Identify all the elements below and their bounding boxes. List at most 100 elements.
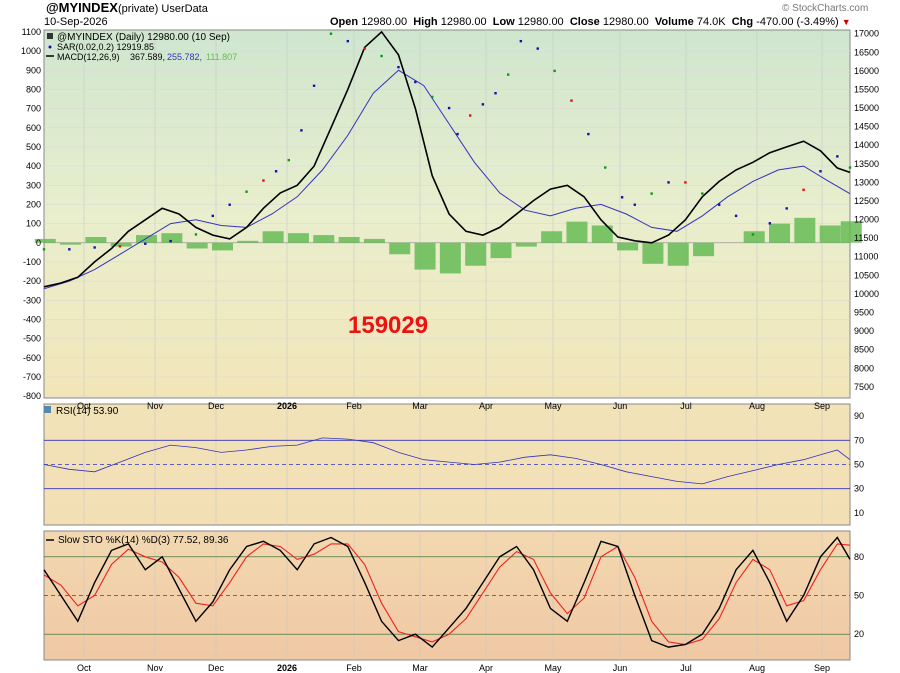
macd-histogram-bar bbox=[287, 233, 309, 243]
sar-dot bbox=[587, 132, 590, 136]
macd-histogram-bar bbox=[794, 217, 816, 243]
sar-dot bbox=[300, 129, 303, 132]
macd-histogram-bar bbox=[237, 240, 259, 243]
sar-dot bbox=[397, 65, 400, 69]
macd-histogram-bar bbox=[212, 242, 233, 251]
sar-dot bbox=[228, 203, 231, 206]
sar-dot bbox=[684, 181, 687, 184]
sar-dot bbox=[570, 99, 573, 102]
y-right-tick-label: 8000 bbox=[854, 363, 874, 373]
macd-histogram-bar bbox=[819, 225, 841, 243]
sar-dot bbox=[481, 103, 485, 106]
sar-dot bbox=[604, 166, 607, 169]
y-right-tick-label: 9500 bbox=[854, 308, 874, 318]
x-tick-label: Apr bbox=[479, 663, 493, 673]
y-left-tick-label: -300 bbox=[23, 295, 41, 305]
macd-histogram-bar bbox=[769, 223, 791, 243]
macd-histogram-bar bbox=[642, 242, 664, 264]
x-tick-label: Sep bbox=[814, 401, 830, 411]
y-left-tick-label: -500 bbox=[23, 334, 41, 344]
macd-histogram-bar bbox=[85, 237, 107, 243]
macd-histogram-bar bbox=[465, 242, 487, 266]
chart-subtitle: (private) UserData bbox=[118, 3, 208, 15]
sar-dot bbox=[506, 73, 510, 76]
chg-label: Chg bbox=[731, 16, 754, 28]
y-left-tick-label: 600 bbox=[26, 123, 41, 133]
x-tick-label: May bbox=[544, 401, 562, 411]
x-tick-label: Oct bbox=[77, 663, 92, 673]
sar-dot bbox=[768, 222, 772, 225]
sar-dot bbox=[717, 203, 721, 206]
sar-dot bbox=[701, 192, 704, 195]
sar-dot bbox=[536, 47, 539, 50]
sar-dot bbox=[553, 69, 556, 73]
x-tick-label: Dec bbox=[208, 663, 225, 673]
sar-dot bbox=[519, 39, 523, 43]
chg-value: -470.00 (-3.49%) bbox=[756, 16, 839, 28]
x-tick-label: Jul bbox=[680, 401, 692, 411]
y-left-tick-label: 0 bbox=[36, 238, 41, 248]
legend-square-icon bbox=[47, 33, 53, 39]
x-tick-label: May bbox=[544, 663, 562, 673]
sar-dot bbox=[245, 190, 248, 193]
y-left-tick-label: -200 bbox=[23, 276, 41, 286]
sar-dot bbox=[734, 214, 738, 218]
x-tick-label: Aug bbox=[749, 663, 765, 673]
y-right-tick-label: 15000 bbox=[854, 103, 879, 113]
sar-dot bbox=[633, 203, 636, 206]
x-tick-label: Jun bbox=[613, 401, 628, 411]
macd-histogram-bar bbox=[566, 221, 588, 243]
y-right-tick-label: 14500 bbox=[854, 122, 879, 132]
stoch-title: Slow STO %K(14) %D(3) 77.52, 89.36 bbox=[58, 535, 229, 546]
stoch-tick-label: 20 bbox=[854, 629, 864, 639]
macd-histogram-bar bbox=[414, 242, 436, 270]
x-tick-label: Dec bbox=[208, 401, 225, 411]
credit-text: © StockCharts.com bbox=[782, 3, 869, 14]
open-value: 12980.00 bbox=[361, 16, 408, 28]
x-tick-label: Sep bbox=[814, 663, 830, 673]
sar-dot bbox=[169, 239, 172, 243]
macd-histogram-bar bbox=[743, 231, 765, 243]
y-right-tick-label: 7500 bbox=[854, 382, 874, 392]
open-label: Open bbox=[330, 16, 359, 28]
y-right-tick-label: 16500 bbox=[854, 47, 879, 57]
x-tick-label: Jun bbox=[613, 663, 628, 673]
macd-histogram-bar bbox=[136, 235, 158, 243]
sar-dot bbox=[380, 54, 383, 58]
x-tick-label: 2026 bbox=[277, 401, 297, 411]
sar-dot bbox=[414, 80, 417, 84]
sar-dot bbox=[274, 170, 278, 173]
rsi-legend-icon bbox=[44, 406, 51, 413]
macd-histogram-bar bbox=[617, 242, 639, 251]
sar-dot bbox=[68, 248, 71, 251]
y-right-tick-label: 11500 bbox=[854, 233, 878, 243]
y-right-tick-label: 14000 bbox=[854, 140, 879, 150]
macd-histogram-bar bbox=[34, 238, 56, 243]
legend-macd-value: 367.589, bbox=[130, 52, 165, 62]
y-right-tick-label: 11000 bbox=[854, 252, 878, 262]
y-left-tick-label: 700 bbox=[26, 104, 41, 114]
sar-dot bbox=[848, 166, 852, 169]
sar-dot bbox=[447, 106, 451, 110]
y-left-tick-label: 400 bbox=[26, 161, 41, 171]
sar-dot bbox=[620, 196, 624, 199]
y-right-tick-label: 12000 bbox=[854, 215, 879, 225]
y-left-tick-label: 200 bbox=[26, 199, 41, 209]
sar-dot bbox=[785, 207, 788, 210]
down-arrow-icon: ▼ bbox=[841, 17, 851, 27]
chart-symbol: @MYINDEX bbox=[46, 0, 118, 15]
legend-macd-signal-value: 255.782, bbox=[167, 52, 202, 62]
sar-dot bbox=[42, 248, 46, 251]
macd-histogram-bar bbox=[338, 237, 360, 243]
rsi-title: RSI(14) 53.90 bbox=[56, 406, 119, 417]
stoch-d-line bbox=[43, 543, 851, 646]
macd-line bbox=[43, 30, 851, 288]
y-left-tick-label: 900 bbox=[26, 65, 41, 75]
macd-signal-line bbox=[43, 69, 851, 290]
x-tick-label: Aug bbox=[749, 401, 765, 411]
sar-dot bbox=[144, 242, 147, 245]
sar-dot bbox=[287, 158, 290, 162]
y-right-tick-label: 8500 bbox=[854, 345, 874, 355]
x-tick-label: Nov bbox=[147, 401, 164, 411]
y-left-tick-label: 1100 bbox=[22, 27, 41, 37]
